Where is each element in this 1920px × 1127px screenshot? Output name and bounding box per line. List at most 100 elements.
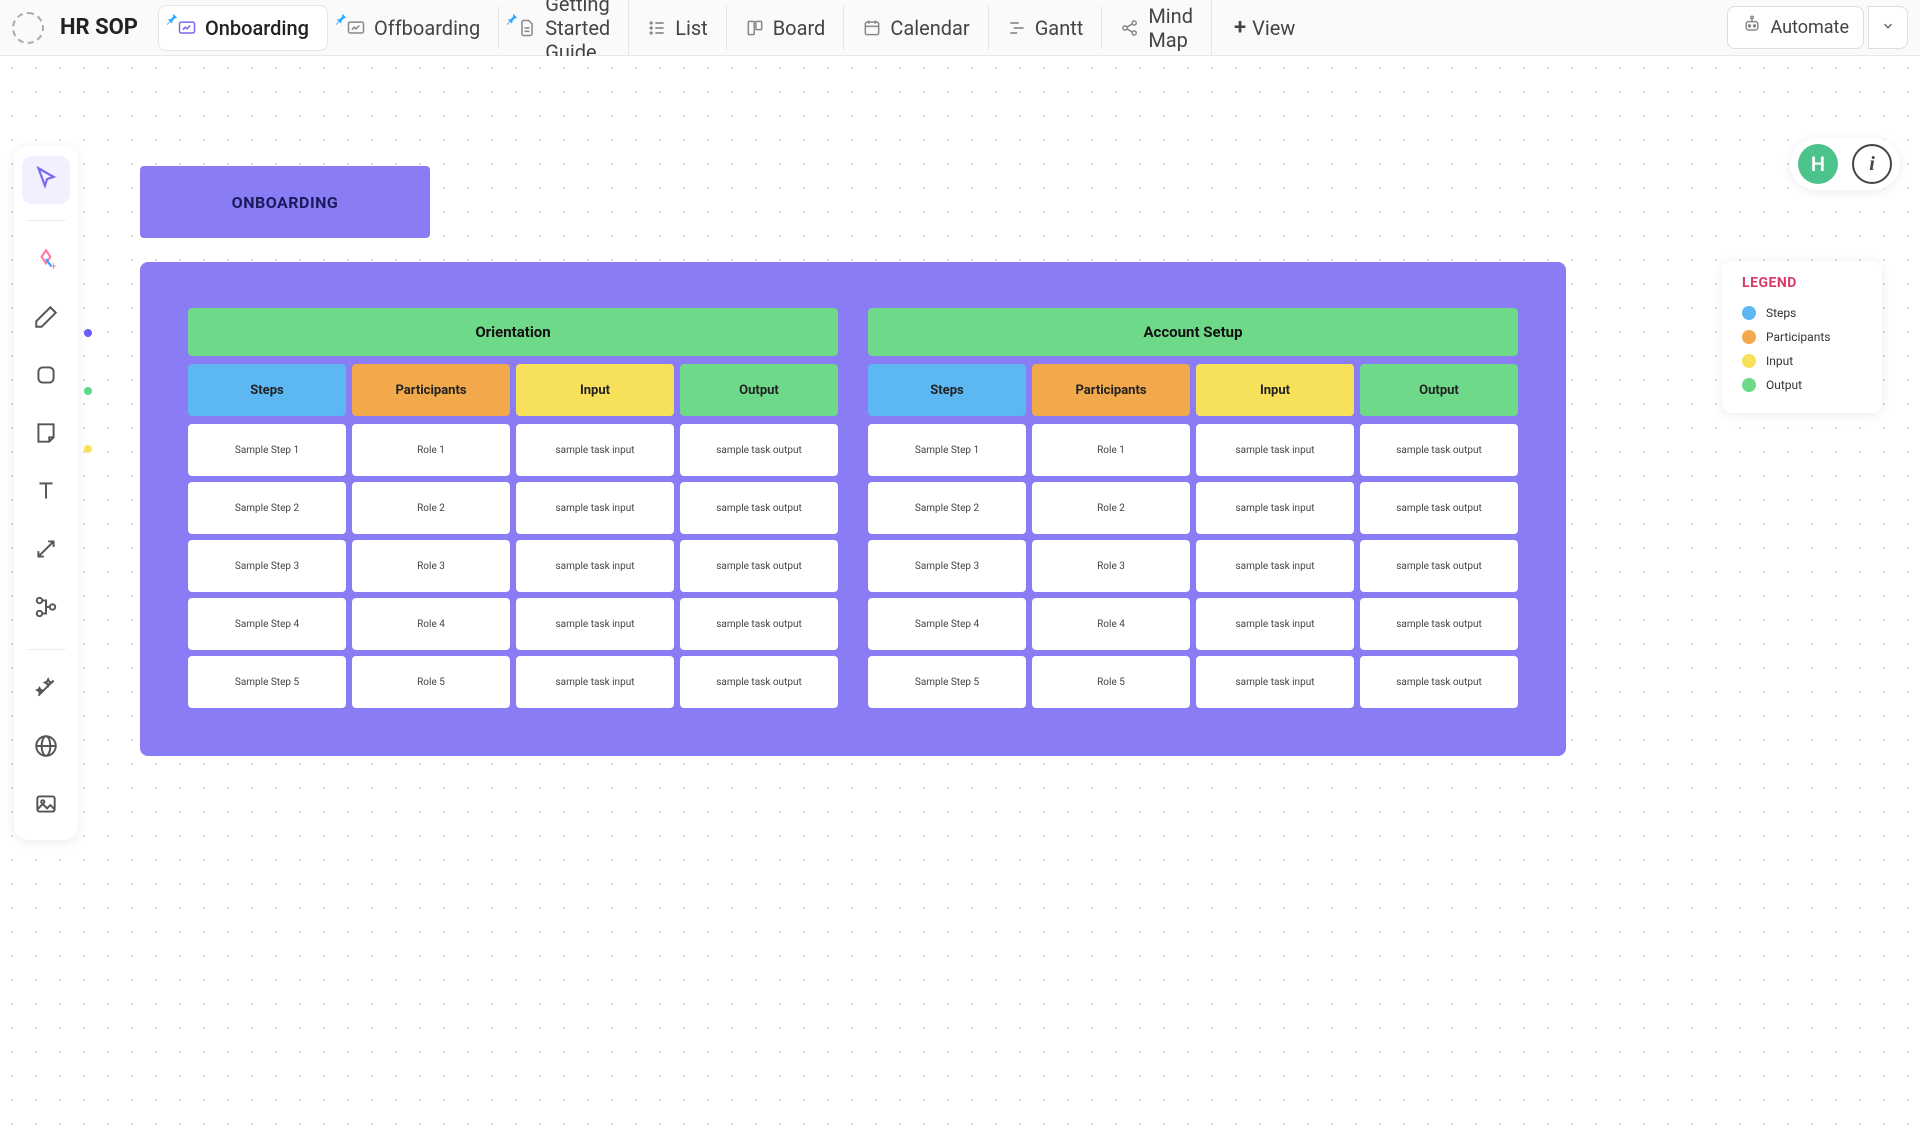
gantt-icon bbox=[1007, 18, 1027, 38]
column-header-row: StepsParticipantsInputOutput bbox=[868, 364, 1518, 416]
column-header[interactable]: Output bbox=[1360, 364, 1518, 416]
table-cell[interactable]: Sample Step 4 bbox=[868, 598, 1026, 650]
avatar[interactable]: H bbox=[1798, 144, 1838, 184]
tab-list[interactable]: List bbox=[629, 6, 727, 50]
column-header[interactable]: Input bbox=[1196, 364, 1354, 416]
automate-button[interactable]: Automate bbox=[1727, 6, 1864, 49]
table-cell[interactable]: sample task input bbox=[1196, 656, 1354, 708]
table-cell[interactable]: sample task input bbox=[516, 482, 674, 534]
board-section: Account Setup StepsParticipantsInputOutpu… bbox=[868, 308, 1518, 708]
automate-dropdown[interactable] bbox=[1868, 6, 1908, 49]
table-cell[interactable]: sample task output bbox=[1360, 540, 1518, 592]
table-cell[interactable]: Role 1 bbox=[1032, 424, 1190, 476]
tab-onboarding[interactable]: Onboarding bbox=[158, 5, 328, 51]
table-cell[interactable]: Sample Step 1 bbox=[188, 424, 346, 476]
topbar: HR SOP OnboardingOffboardingGetting Star… bbox=[0, 0, 1920, 56]
table-cell[interactable]: Role 1 bbox=[352, 424, 510, 476]
info-button[interactable]: i bbox=[1852, 144, 1892, 184]
table-cell[interactable]: sample task input bbox=[1196, 540, 1354, 592]
svg-text:+: + bbox=[50, 260, 56, 272]
table-cell[interactable]: Role 3 bbox=[352, 540, 510, 592]
table-cell[interactable]: Sample Step 4 bbox=[188, 598, 346, 650]
table-cell[interactable]: Role 5 bbox=[352, 656, 510, 708]
column-header[interactable]: Participants bbox=[1032, 364, 1190, 416]
table-cell[interactable]: Role 4 bbox=[352, 598, 510, 650]
table-cell[interactable]: sample task output bbox=[680, 656, 838, 708]
column-header[interactable]: Steps bbox=[868, 364, 1026, 416]
chevron-down-icon bbox=[1881, 17, 1895, 38]
tool-connector[interactable] bbox=[22, 527, 70, 575]
column-header[interactable]: Participants bbox=[352, 364, 510, 416]
tab-calendar[interactable]: Calendar bbox=[844, 6, 988, 50]
table-cell[interactable]: sample task input bbox=[516, 540, 674, 592]
tool-shape[interactable] bbox=[22, 353, 70, 401]
table-cell[interactable]: Role 2 bbox=[352, 482, 510, 534]
column-header[interactable]: Steps bbox=[188, 364, 346, 416]
tool-web[interactable] bbox=[22, 724, 70, 772]
table-row: Sample Step 3Role 3sample task inputsamp… bbox=[188, 540, 838, 592]
tool-pen[interactable] bbox=[22, 295, 70, 343]
tool-note[interactable] bbox=[22, 411, 70, 459]
column-header[interactable]: Output bbox=[680, 364, 838, 416]
tab-label: Calendar bbox=[890, 16, 969, 40]
tool-ai-shape[interactable]: + bbox=[22, 237, 70, 285]
table-cell[interactable]: Sample Step 1 bbox=[868, 424, 1026, 476]
tool-text[interactable] bbox=[22, 469, 70, 517]
table-cell[interactable]: sample task input bbox=[516, 598, 674, 650]
add-view-button[interactable]: + View bbox=[1216, 5, 1313, 50]
tool-cursor[interactable] bbox=[22, 156, 70, 204]
tab-label: Board bbox=[773, 16, 826, 40]
legend-item: Participants bbox=[1742, 325, 1862, 349]
table-cell[interactable]: Sample Step 5 bbox=[868, 656, 1026, 708]
table-cell[interactable]: Role 5 bbox=[1032, 656, 1190, 708]
table-cell[interactable]: Role 2 bbox=[1032, 482, 1190, 534]
table-cell[interactable]: sample task output bbox=[680, 424, 838, 476]
table-cell[interactable]: sample task input bbox=[516, 424, 674, 476]
table-cell[interactable]: Sample Step 3 bbox=[868, 540, 1026, 592]
table-cell[interactable]: sample task output bbox=[1360, 656, 1518, 708]
tool-image[interactable] bbox=[22, 782, 70, 830]
table-row: Sample Step 1Role 1sample task inputsamp… bbox=[188, 424, 838, 476]
table-cell[interactable]: sample task input bbox=[516, 656, 674, 708]
table-cell[interactable]: sample task output bbox=[1360, 424, 1518, 476]
connector-icon bbox=[33, 536, 59, 566]
whiteboard-icon bbox=[177, 18, 197, 38]
legend-card[interactable]: LEGEND StepsParticipantsInputOutput bbox=[1722, 261, 1882, 413]
app-icon bbox=[12, 12, 44, 44]
pen-icon bbox=[33, 304, 59, 334]
table-cell[interactable]: Role 4 bbox=[1032, 598, 1190, 650]
board-title[interactable]: ONBOARDING bbox=[140, 166, 430, 238]
presence-bar: H i bbox=[1790, 138, 1900, 190]
table-cell[interactable]: Sample Step 2 bbox=[868, 482, 1026, 534]
table-cell[interactable]: Sample Step 5 bbox=[188, 656, 346, 708]
section-title[interactable]: Account Setup bbox=[868, 308, 1518, 356]
robot-icon bbox=[1742, 15, 1762, 40]
table-cell[interactable]: sample task output bbox=[1360, 598, 1518, 650]
table-cell[interactable]: sample task output bbox=[680, 540, 838, 592]
section-title[interactable]: Orientation bbox=[188, 308, 838, 356]
column-header[interactable]: Input bbox=[516, 364, 674, 416]
tab-gantt[interactable]: Gantt bbox=[989, 6, 1103, 50]
table-cell[interactable]: sample task input bbox=[1196, 598, 1354, 650]
table-cell[interactable]: Sample Step 3 bbox=[188, 540, 346, 592]
table-cell[interactable]: sample task output bbox=[680, 598, 838, 650]
table-cell[interactable]: sample task input bbox=[1196, 424, 1354, 476]
tab-offboarding[interactable]: Offboarding bbox=[328, 6, 499, 50]
tool-org[interactable] bbox=[22, 585, 70, 633]
table-cell[interactable]: Sample Step 2 bbox=[188, 482, 346, 534]
table-cell[interactable]: sample task output bbox=[1360, 482, 1518, 534]
table-cell[interactable]: Role 3 bbox=[1032, 540, 1190, 592]
table-cell[interactable]: sample task input bbox=[1196, 482, 1354, 534]
tab-label: Onboarding bbox=[205, 16, 309, 40]
tab-board[interactable]: Board bbox=[727, 6, 845, 50]
table-cell[interactable]: sample task output bbox=[680, 482, 838, 534]
add-view-label: View bbox=[1252, 16, 1295, 40]
tool-magic[interactable] bbox=[22, 666, 70, 714]
tab-mind-map[interactable]: Mind Map bbox=[1102, 0, 1212, 62]
whiteboard-canvas[interactable]: + H i ONBOARDING OrientationStepsPartici… bbox=[0, 56, 1920, 1127]
legend-dot bbox=[1742, 330, 1756, 344]
table-row: Sample Step 1Role 1sample task inputsamp… bbox=[868, 424, 1518, 476]
tool-color-dot bbox=[84, 445, 92, 453]
legend-item: Steps bbox=[1742, 301, 1862, 325]
cursor-icon bbox=[33, 165, 59, 195]
